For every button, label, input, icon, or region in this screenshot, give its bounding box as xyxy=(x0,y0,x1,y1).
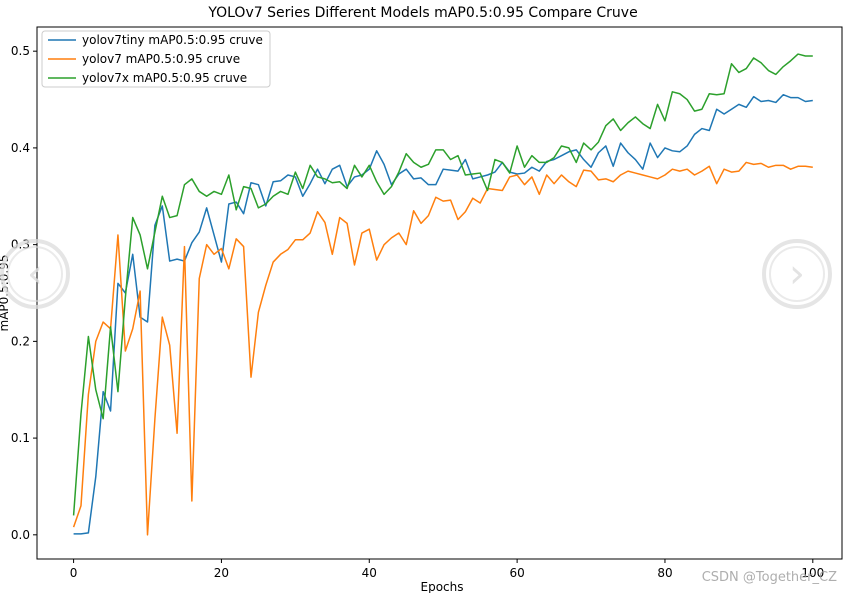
x-tick-label: 60 xyxy=(509,566,524,580)
series-layer xyxy=(72,53,813,536)
y-tick-label: 0.4 xyxy=(11,141,30,155)
legend: yolov7tiny mAP0.5:0.95 cruve yolov7 mAP0.… xyxy=(41,30,271,88)
next-ring xyxy=(769,246,825,302)
legend-label: yolov7x mAP0.5:0.95 cruve xyxy=(82,71,247,85)
x-tick-label: 20 xyxy=(214,566,229,580)
legend-label: yolov7 mAP0.5:0.95 cruve xyxy=(82,52,240,66)
series-line-1 xyxy=(72,161,813,536)
x-tick-label: 0 xyxy=(70,566,78,580)
x-axis: 0 20 40 60 80 100 xyxy=(70,559,824,580)
x-tick-label: 100 xyxy=(801,566,824,580)
x-axis-label: Epochs xyxy=(421,580,464,593)
next-image-button[interactable]: › xyxy=(762,239,832,309)
series-line-2 xyxy=(72,53,813,516)
prev-image-button[interactable]: ‹ xyxy=(0,239,70,309)
prev-ring xyxy=(7,246,63,302)
plot-area xyxy=(36,26,843,560)
series-line-0 xyxy=(73,93,813,535)
chart-title: YOLOv7 Series Different Models mAP0.5:0.… xyxy=(207,5,637,21)
y-tick-label: 0.1 xyxy=(11,431,30,445)
x-tick-label: 40 xyxy=(362,566,377,580)
watermark: CSDN @Together_CZ xyxy=(701,570,837,585)
y-tick-label: 0.0 xyxy=(11,528,30,542)
legend-label: yolov7tiny mAP0.5:0.95 cruve xyxy=(82,33,263,47)
y-tick-label: 0.2 xyxy=(11,334,30,348)
x-tick-label: 80 xyxy=(657,566,672,580)
y-tick-label: 0.5 xyxy=(11,44,30,58)
